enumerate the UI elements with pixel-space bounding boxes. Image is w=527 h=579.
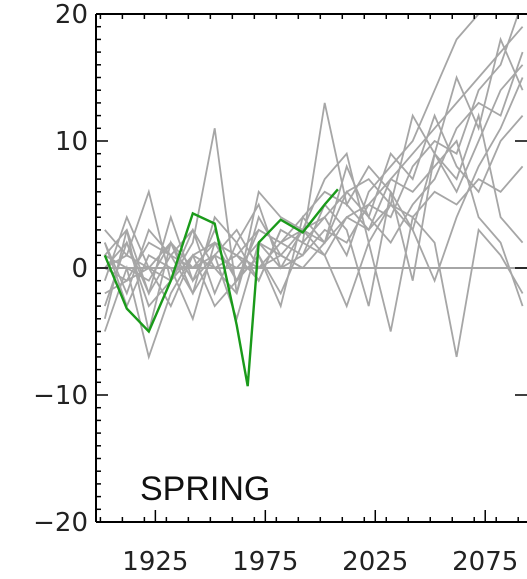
y-tick-label: −10 [33,381,88,411]
ensemble-line-4 [103,64,524,322]
season-label: SPRING [140,470,270,508]
tick-labels: −20 −10 0 10 20 1925 1975 2025 2075 [33,0,518,577]
observed-line-group [103,188,339,387]
ticks [96,13,527,523]
x-tick-label: 2025 [342,547,408,577]
ensemble-line-9 [104,165,524,282]
ensemble-lines [103,14,524,361]
x-tick-label: 1925 [122,547,188,577]
y-tick-label: 20 [55,0,88,30]
x-tick-label: 1975 [232,547,298,577]
ensemble-line-13 [103,36,524,332]
y-tick-label: 0 [71,254,88,284]
y-tick-label: −20 [33,508,88,538]
observed-line [103,188,339,387]
ensemble-line-11 [103,77,524,309]
ensemble-line-12 [104,254,523,282]
x-tick-label: 2075 [452,547,518,577]
ensemble-line-6 [104,128,524,358]
y-tick-label: 10 [55,127,88,157]
ensemble-line-10 [103,112,524,307]
